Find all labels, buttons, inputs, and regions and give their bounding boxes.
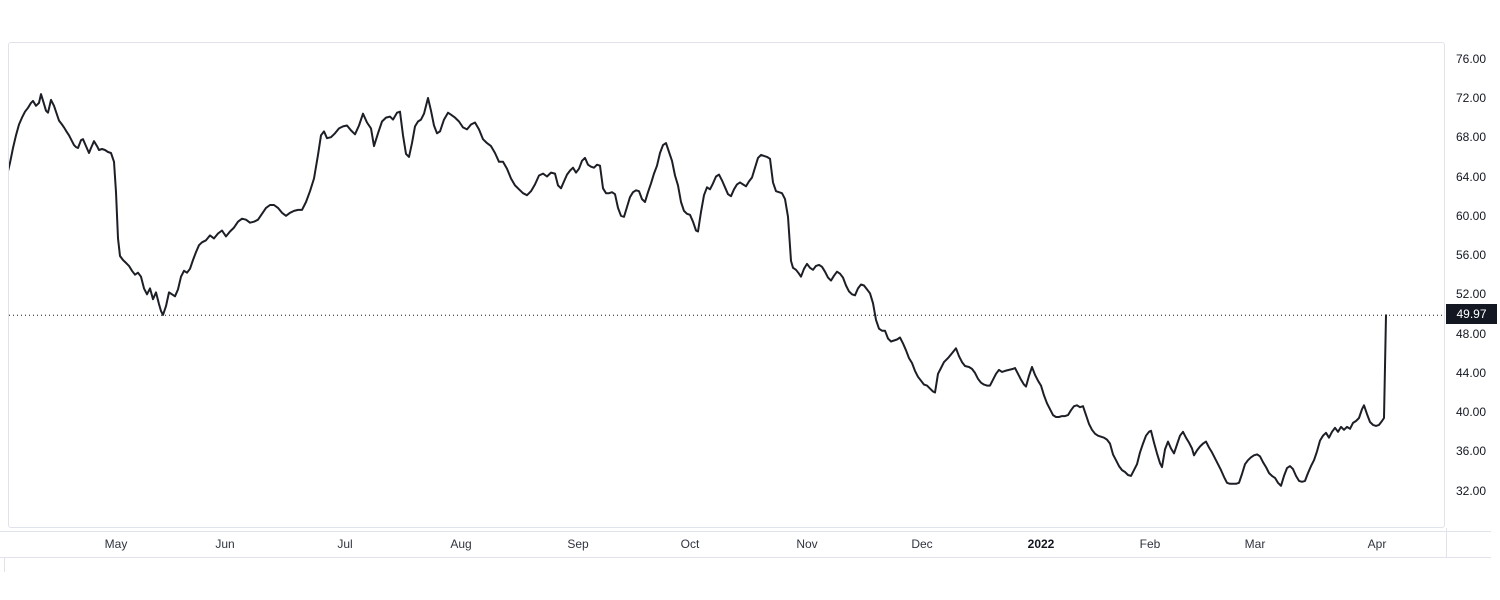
time-tick-label: 2022: [1027, 537, 1055, 551]
price-tick-label: 44.00: [1456, 365, 1487, 380]
time-tick-label: Aug: [450, 537, 472, 551]
time-tick-label: Nov: [796, 537, 818, 551]
time-tick-label: Mar: [1244, 537, 1266, 551]
price-tick-label: 68.00: [1456, 130, 1487, 145]
price-tick-label: 72.00: [1456, 91, 1487, 105]
price-line-series: [9, 93, 1387, 487]
axis-corner-separator: [1446, 528, 1447, 557]
price-tick-label: 36.00: [1456, 444, 1487, 459]
time-tick-label: Jun: [215, 537, 235, 551]
price-tick-label: 76.00: [1456, 51, 1487, 66]
time-tick-label: Dec: [911, 537, 933, 551]
price-tick-label: 52.00: [1456, 287, 1487, 302]
time-tick-label: May: [104, 537, 128, 551]
price-tick-label: 32.00: [1456, 483, 1487, 498]
price-chart-plot-area[interactable]: [8, 42, 1445, 528]
last-price-badge: 49.97: [1446, 304, 1497, 325]
time-tick-label: Sep: [567, 537, 589, 551]
time-axis[interactable]: May Jun Jul Aug Sep Oct Nov Dec 2022 Feb Mar Apr: [0, 531, 1491, 558]
time-tick-label: Jul: [337, 537, 353, 551]
price-tick-label: 56.00: [1456, 248, 1487, 262]
price-tick-label: 60.00: [1456, 208, 1487, 223]
price-tick-label: 40.00: [1456, 405, 1487, 420]
time-tick-label: Apr: [1367, 537, 1387, 551]
time-tick-label: Feb: [1139, 537, 1161, 551]
price-tick-label: 64.00: [1456, 169, 1487, 184]
price-axis[interactable]: 49.97 76.00 72.00 68.00 64.00 60.00 56.00 52.0…: [1446, 42, 1500, 528]
price-chart-canvas: [9, 93, 1444, 487]
price-tick-label: 48.00: [1456, 326, 1487, 341]
time-tick-label: Oct: [680, 537, 700, 551]
next-pane-left-border: [4, 557, 5, 572]
